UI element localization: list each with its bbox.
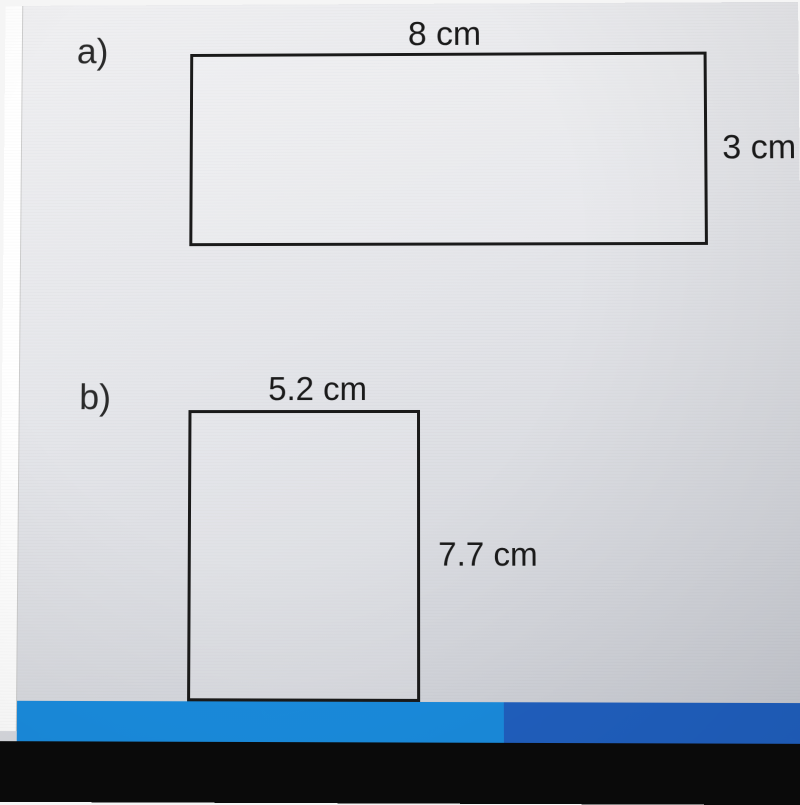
screen-surface: a) 8 cm 3 cm b) 5.2 cm 7.7 cm [0,2,800,805]
rect-b-width-label: 5.2 cm [268,370,367,408]
rect-a-height-label: 3 cm [722,128,796,167]
worksheet-content: a) 8 cm 3 cm b) 5.2 cm 7.7 cm [17,2,800,734]
taskbar-blue-strip [17,701,800,744]
problem-a-label: a) [77,31,109,72]
rect-b-height-label: 7.7 cm [438,535,538,573]
rectangle-b [187,410,420,702]
problem-b-label: b) [79,376,111,418]
photo-of-screen: a) 8 cm 3 cm b) 5.2 cm 7.7 cm [0,2,800,805]
monitor-bezel [0,741,800,805]
rectangle-a [189,52,708,247]
rect-a-width-label: 8 cm [408,15,481,54]
